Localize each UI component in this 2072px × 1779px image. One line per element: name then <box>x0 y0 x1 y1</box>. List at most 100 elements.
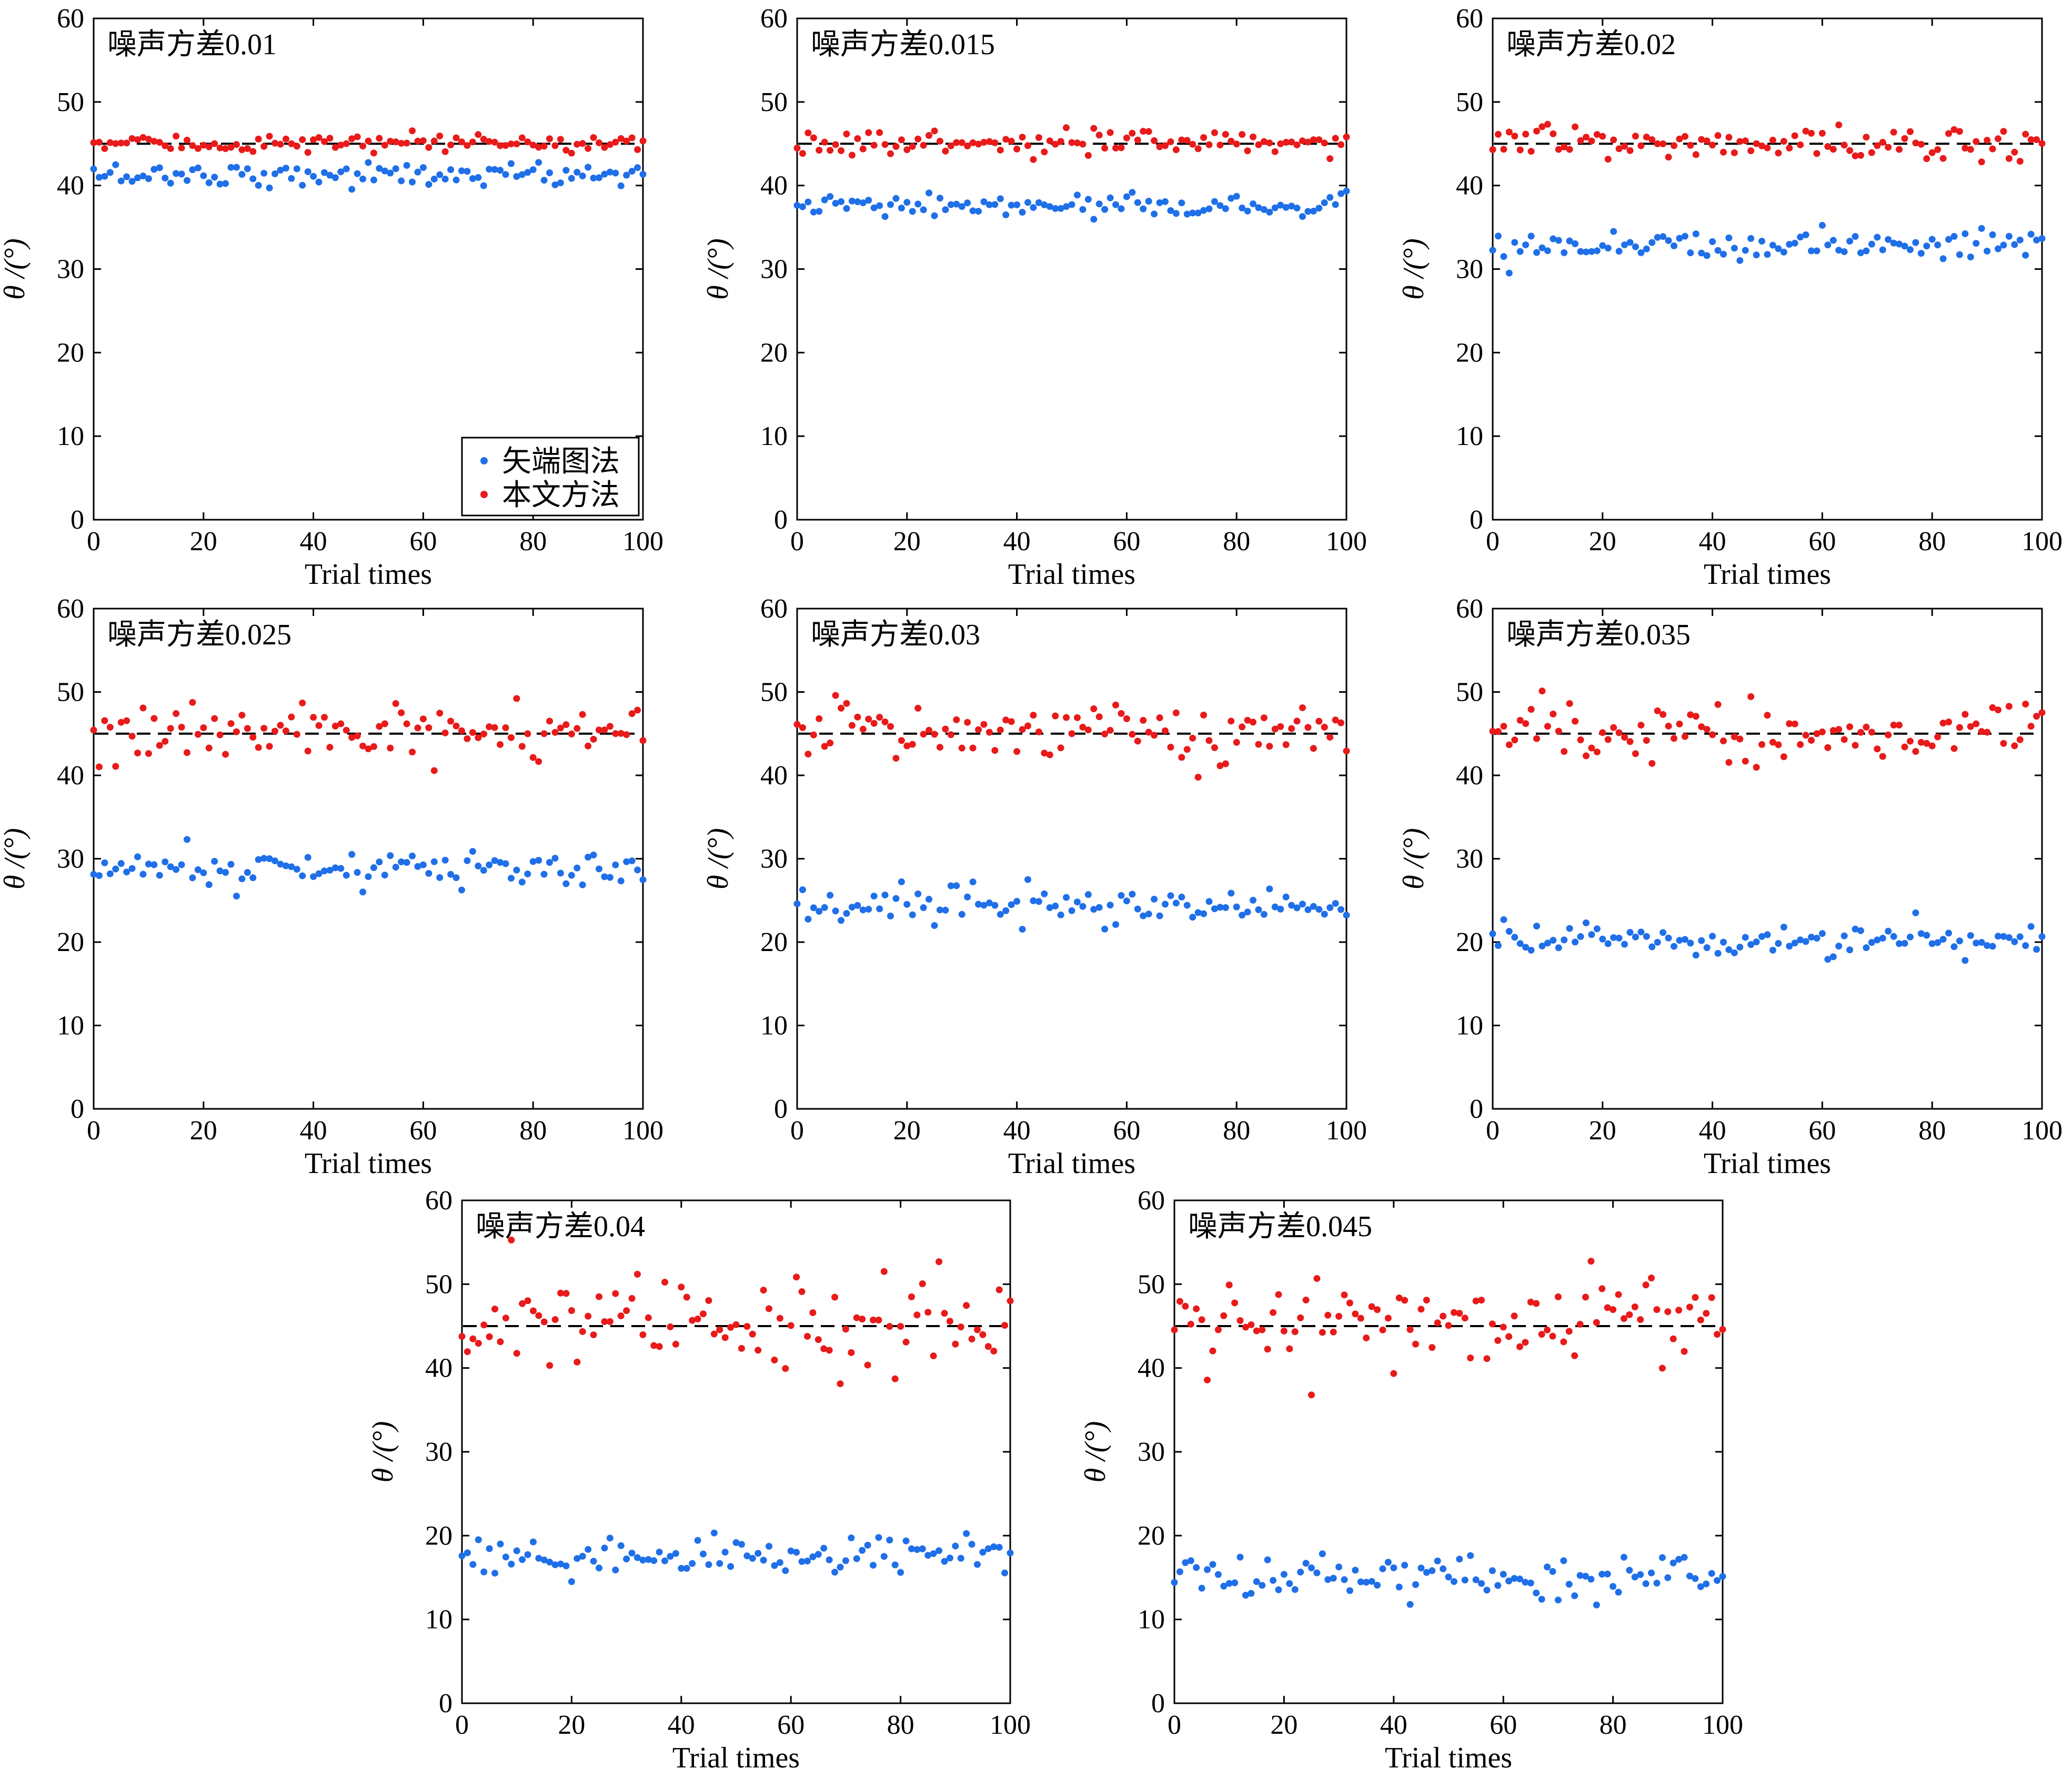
data-point <box>1084 151 1092 159</box>
data-point <box>1478 1580 1485 1587</box>
data-point <box>1764 931 1771 938</box>
data-point <box>1566 700 1573 707</box>
data-point <box>1906 128 1914 135</box>
data-point <box>167 145 174 152</box>
data-point <box>227 164 235 171</box>
y-tick-label: 30 <box>760 844 788 874</box>
data-point <box>803 1558 811 1565</box>
data-point <box>343 872 350 879</box>
data-point <box>117 139 125 147</box>
data-point <box>985 138 993 145</box>
data-point <box>628 1549 636 1556</box>
data-point <box>980 721 988 728</box>
y-tick-label: 40 <box>1456 761 1483 791</box>
data-point <box>1002 716 1010 724</box>
data-point <box>1533 249 1541 256</box>
data-point <box>1598 1285 1606 1292</box>
data-point <box>486 723 493 731</box>
data-point <box>1967 146 1974 153</box>
data-point <box>183 177 190 184</box>
data-point <box>749 1555 756 1562</box>
data-point <box>348 851 356 858</box>
data-point <box>1337 719 1345 726</box>
data-point <box>282 135 289 143</box>
data-point <box>952 1340 959 1348</box>
data-point <box>1259 1582 1266 1589</box>
data-point <box>897 1569 904 1576</box>
data-point <box>507 734 515 741</box>
data-point <box>1973 138 1980 145</box>
data-point <box>403 858 410 866</box>
data-point <box>387 137 394 145</box>
data-point <box>1967 723 1974 730</box>
data-point <box>1500 253 1507 260</box>
data-point <box>1808 129 1815 137</box>
series-vector-method <box>793 187 1350 223</box>
data-point <box>886 1323 893 1330</box>
data-point <box>304 168 311 175</box>
y-tick-label: 60 <box>1456 594 1483 624</box>
data-point <box>370 864 377 871</box>
data-point <box>623 171 630 179</box>
data-point <box>1326 734 1334 741</box>
data-point <box>315 134 323 141</box>
data-point <box>1505 741 1513 749</box>
data-point <box>2016 236 2024 244</box>
data-point <box>1123 134 1130 141</box>
x-tick-label: 80 <box>1600 1710 1627 1740</box>
data-point <box>145 861 152 868</box>
data-point <box>1324 1311 1332 1319</box>
data-point <box>1041 890 1048 897</box>
data-point <box>914 890 922 897</box>
data-point <box>1637 142 1645 149</box>
data-point <box>793 1549 800 1556</box>
data-point <box>672 1550 679 1557</box>
data-point <box>1654 707 1661 714</box>
data-point <box>1134 136 1141 144</box>
data-point <box>529 141 537 149</box>
data-point <box>848 151 856 159</box>
series-vector-method <box>90 159 647 193</box>
data-point <box>1582 752 1590 760</box>
data-point <box>205 744 213 752</box>
x-tick-label: 100 <box>622 1116 663 1146</box>
data-point <box>1101 206 1109 213</box>
data-point <box>535 857 542 864</box>
data-point <box>1577 248 1584 255</box>
data-point <box>689 1317 696 1324</box>
y-tick-label: 20 <box>760 338 788 368</box>
data-point <box>997 195 1004 203</box>
data-point <box>337 720 345 727</box>
data-point <box>721 1549 729 1556</box>
data-point <box>1978 158 1985 166</box>
data-point <box>826 1556 833 1563</box>
data-point <box>464 1348 471 1356</box>
data-point <box>436 132 444 139</box>
data-point <box>854 902 861 909</box>
data-point <box>233 893 240 900</box>
data-point <box>568 1578 575 1585</box>
data-point <box>1522 720 1530 727</box>
data-point <box>1167 892 1174 899</box>
data-point <box>1330 1328 1337 1336</box>
data-point <box>1189 209 1196 217</box>
data-point <box>1450 1309 1457 1316</box>
data-point <box>1368 1303 1375 1310</box>
data-point <box>1271 725 1279 733</box>
data-point <box>1288 203 1295 210</box>
data-point <box>838 917 845 924</box>
data-point <box>1874 745 1881 753</box>
data-point <box>1063 203 1070 210</box>
x-tick-label: 20 <box>893 1116 921 1146</box>
data-point <box>864 1541 871 1549</box>
data-point <box>1259 1326 1266 1333</box>
data-point <box>101 859 108 866</box>
data-point <box>705 1297 712 1304</box>
data-point <box>1753 938 1760 946</box>
x-tick-label: 100 <box>1326 1116 1367 1146</box>
data-point <box>486 1333 493 1340</box>
data-point <box>683 1293 690 1301</box>
data-point <box>1780 753 1787 761</box>
data-point <box>452 176 460 184</box>
data-point <box>513 695 520 702</box>
